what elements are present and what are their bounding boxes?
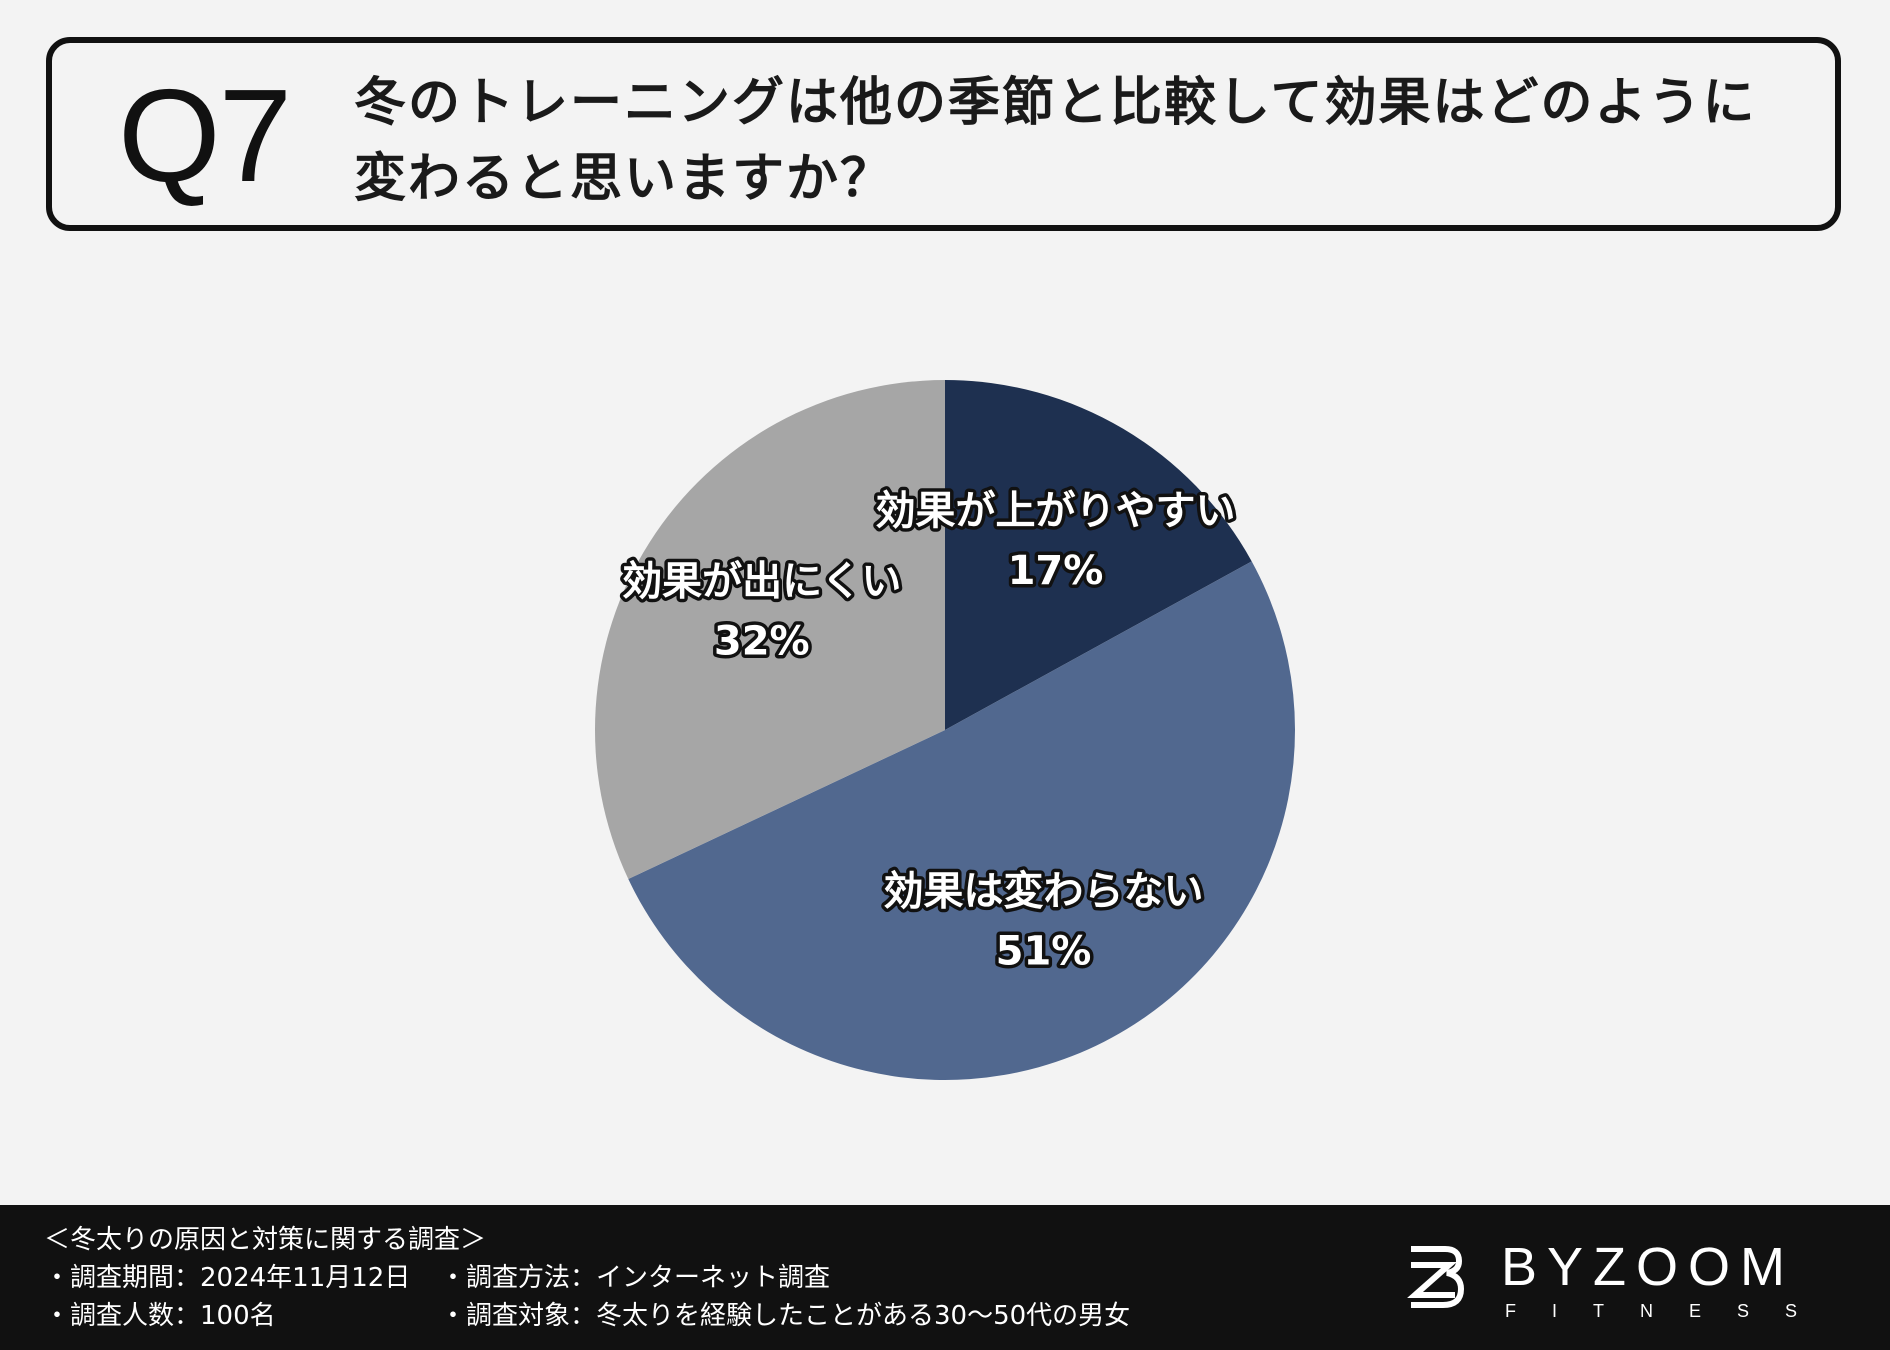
slice-value-label-1: 17% <box>1008 548 1104 594</box>
survey-target: ・調査対象：冬太りを経験したことがある30〜50代の男女 <box>440 1301 1131 1331</box>
logo-name: BYZOOM <box>1501 1237 1796 1297</box>
question-text: 冬のトレーニングは他の季節と比較して効果はどのように変わると思いますか？ <box>354 73 1757 209</box>
logo-subtitle: FITNESS <box>1505 1301 1834 1321</box>
slice-value-label-2: 51% <box>996 928 1092 974</box>
survey-count: ・調査人数：100名 <box>44 1301 276 1331</box>
survey-method: ・調査方法：インターネット調査 <box>440 1263 831 1293</box>
brand-logo: BYZOOM FITNESS <box>1405 1237 1855 1323</box>
survey-period: ・調査期間：2024年11月12日 <box>44 1263 411 1293</box>
pie-chart-area: 効果が上がりやすい 17% 効果は変わらない 51% 効果が出にくい 32% <box>0 240 1890 1200</box>
slice-label-3: 効果が出にくい <box>622 559 901 605</box>
pie-chart: 効果が上がりやすい 17% 効果は変わらない 51% 効果が出にくい 32% <box>594 380 1295 1080</box>
slice-label-1: 効果が上がりやすい <box>875 488 1235 534</box>
survey-title: ＜冬太りの原因と対策に関する調査＞ <box>44 1225 487 1255</box>
pie-slice-2 <box>628 561 1295 1080</box>
pie-slice-3 <box>594 380 945 880</box>
bz-monogram-logo-icon <box>1407 1246 1465 1308</box>
question-number: Q7 <box>118 62 292 209</box>
slice-value-label-3: 32% <box>714 619 810 665</box>
slice-label-2: 効果は変わらない <box>884 868 1204 914</box>
pie-slice-1 <box>945 380 1252 730</box>
footer: ＜冬太りの原因と対策に関する調査＞ ・調査期間：2024年11月12日 ・調査方… <box>0 1205 1890 1350</box>
question-box: Q7 冬のトレーニングは他の季節と比較して効果はどのように変わると思いますか？ <box>46 37 1841 231</box>
